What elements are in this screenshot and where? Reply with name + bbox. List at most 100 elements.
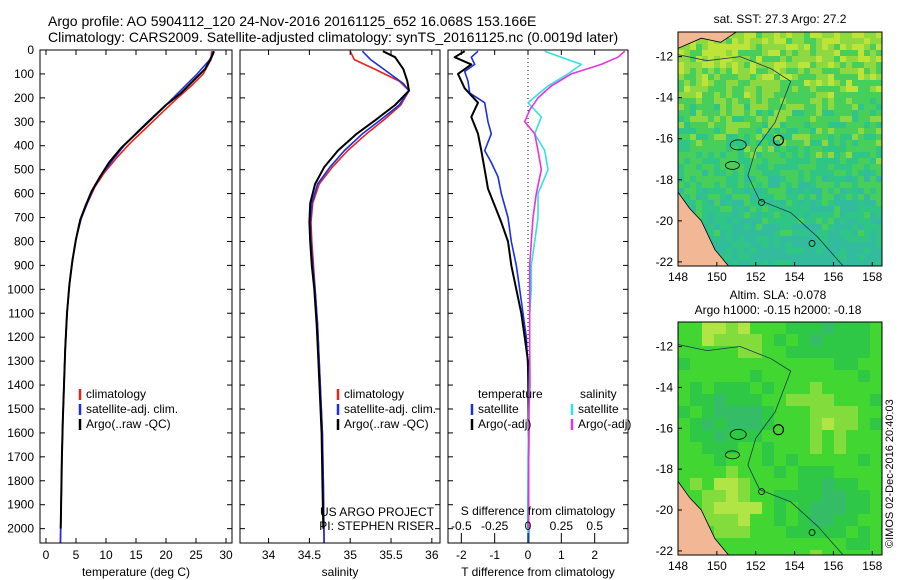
map-cell [864, 260, 870, 266]
map-cell [828, 146, 834, 152]
map-cell [744, 86, 750, 92]
map-cell [678, 370, 690, 382]
y-tick-label: -22 [656, 255, 674, 269]
y-tick-label: -20 [656, 503, 674, 517]
map-cell [870, 454, 882, 466]
map-cell [726, 526, 738, 538]
map-cell [870, 514, 882, 526]
map-cell [786, 212, 792, 218]
map-cell [792, 86, 798, 92]
map-cell [816, 152, 822, 158]
map-cell [684, 92, 690, 98]
map-cell [756, 200, 762, 206]
map-cell [762, 74, 768, 80]
map-cell [756, 44, 762, 50]
map-cell [714, 370, 726, 382]
map-cell [750, 164, 756, 170]
map-cell [762, 134, 768, 140]
map-cell [726, 134, 732, 140]
map-cell [732, 50, 738, 56]
map-cell [876, 104, 882, 110]
map-cell [714, 212, 720, 218]
map-cell [834, 38, 840, 44]
map-cell [684, 164, 690, 170]
x-tick-label: 10 [99, 548, 113, 562]
map-cell [750, 346, 762, 358]
map-cell [762, 260, 768, 266]
map-cell [750, 80, 756, 86]
map-cell [750, 406, 762, 418]
map-cell [822, 74, 828, 80]
top-x-tick-label: 0.25 [550, 519, 574, 533]
map-cell [714, 514, 726, 526]
map-cell [852, 200, 858, 206]
map-cell [678, 140, 684, 146]
map-cell [864, 242, 870, 248]
map-cell [858, 254, 864, 260]
map-cell [870, 254, 876, 260]
map-cell [696, 92, 702, 98]
map-cell [744, 230, 750, 236]
map-cell [714, 394, 726, 406]
map-cell [738, 176, 744, 182]
map-cell [858, 116, 864, 122]
map-cell [846, 406, 858, 418]
map-cell [876, 152, 882, 158]
y-tick-label: 1800 [7, 474, 34, 488]
map-cell [750, 502, 762, 514]
map-cell [726, 454, 738, 466]
map-cell [690, 442, 702, 454]
map-cell [810, 370, 822, 382]
map-cell [864, 182, 870, 188]
map-cell [804, 182, 810, 188]
map-cell [876, 146, 882, 152]
map-cell [858, 122, 864, 128]
map-cell [846, 514, 858, 526]
map-cell [714, 146, 720, 152]
map-cell [702, 200, 708, 206]
map-cell [678, 110, 684, 116]
map-cell [732, 212, 738, 218]
map-cell [738, 206, 744, 212]
map-cell [726, 514, 738, 526]
map-cell [810, 44, 816, 50]
map-cell [768, 74, 774, 80]
map-cell [798, 98, 804, 104]
map-cell [714, 122, 720, 128]
map-cell [744, 260, 750, 266]
x-tick-label: 25 [189, 548, 203, 562]
y-tick-label: 0 [27, 43, 34, 57]
map-cell [834, 140, 840, 146]
map-cell [840, 140, 846, 146]
map-cell [720, 254, 726, 260]
map-cell [858, 322, 870, 334]
map-cell [762, 170, 768, 176]
map-cell [876, 236, 882, 242]
map-cell [798, 358, 810, 370]
map-cell [756, 122, 762, 128]
map-cell [798, 242, 804, 248]
map-cell [744, 104, 750, 110]
map-cell [870, 212, 876, 218]
reef-outline [725, 161, 740, 170]
map-cell [744, 38, 750, 44]
map-cell [858, 230, 864, 236]
map-cell [738, 478, 750, 490]
map-cell [876, 224, 882, 230]
map-cell [690, 62, 696, 68]
map-cell [720, 188, 726, 194]
map-cell [786, 32, 792, 38]
map-cell [828, 62, 834, 68]
map-cell [690, 128, 696, 134]
map-cell [714, 430, 726, 442]
map-cell [714, 104, 720, 110]
map-cell [798, 454, 810, 466]
map-cell [708, 92, 714, 98]
map-cell [828, 260, 834, 266]
map-cell [696, 80, 702, 86]
map-cell [756, 164, 762, 170]
map-cell [822, 406, 834, 418]
map-cell [864, 32, 870, 38]
map-cell [792, 170, 798, 176]
map-cell [870, 158, 876, 164]
